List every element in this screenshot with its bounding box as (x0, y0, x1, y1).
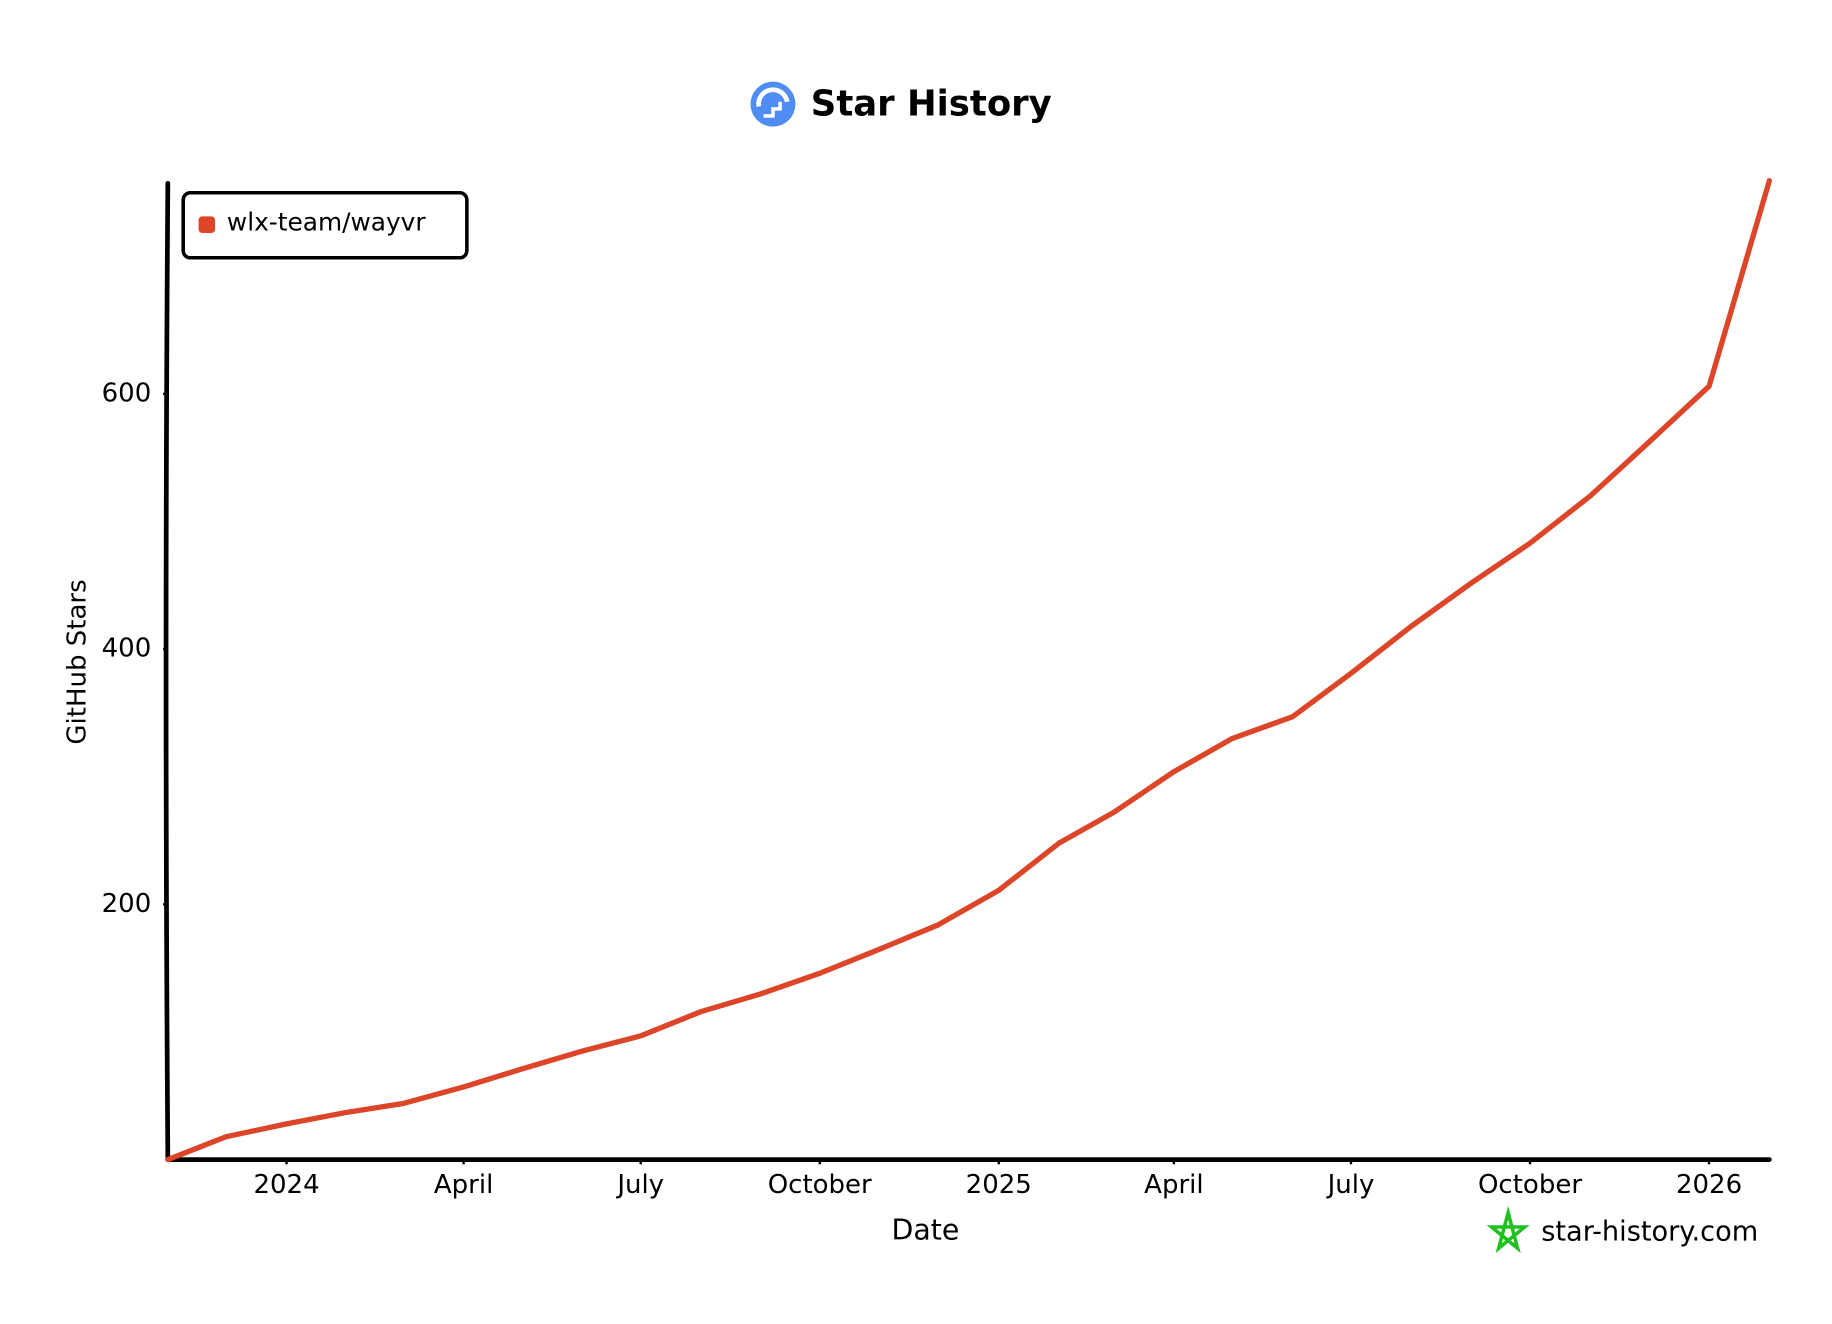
x-tick-label: 2025 (966, 1170, 1032, 1200)
y-axis (163, 180, 171, 1162)
y-tick-label: 600 (102, 378, 152, 408)
x-tick-label: 2026 (1676, 1170, 1742, 1200)
legend-label: wlx-team/wayvr (227, 208, 426, 237)
legend-swatch (198, 216, 216, 233)
x-tick-label: October (1478, 1170, 1582, 1200)
x-tick-label: 2024 (253, 1170, 319, 1200)
x-tick-label: October (768, 1170, 872, 1200)
x-tick-label: April (1144, 1170, 1203, 1200)
chart-title: Star History (811, 83, 1052, 124)
x-axis-label: Date (892, 1214, 960, 1247)
legend: wlx-team/wayvr (181, 190, 469, 260)
series-line (165, 178, 1773, 1163)
x-tick-label: July (615, 1170, 664, 1200)
x-tick-label: July (1326, 1170, 1375, 1200)
x-axis (165, 1155, 1772, 1162)
watermark: star-history.com (1486, 1205, 1758, 1254)
y-tick-label: 200 (102, 889, 152, 919)
title-icon (750, 81, 796, 127)
legend-box (181, 190, 469, 260)
x-tick-label: April (434, 1170, 493, 1200)
y-tick-label: 400 (102, 634, 152, 664)
watermark-text: star-history.com (1541, 1216, 1758, 1247)
y-axis-label: GitHub Stars (63, 579, 93, 744)
